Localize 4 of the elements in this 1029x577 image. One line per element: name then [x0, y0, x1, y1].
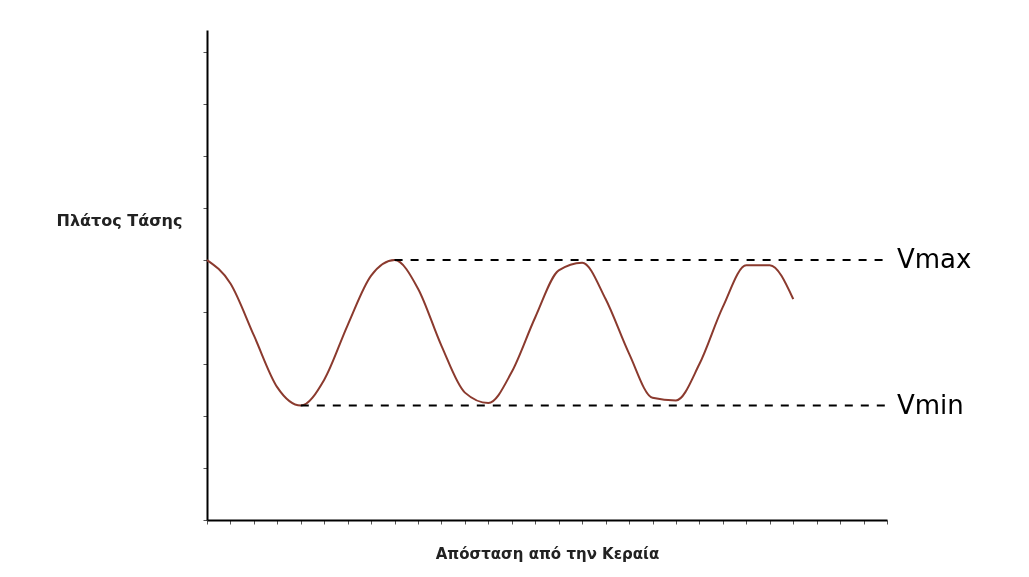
y-axis-title: Πλάτος Τάσης [56, 210, 183, 230]
ref-line-label: Vmin [897, 389, 964, 420]
ref-line-label: Vmax [897, 244, 972, 275]
x-axis-title: Απόσταση από την Κεραία [435, 544, 660, 563]
